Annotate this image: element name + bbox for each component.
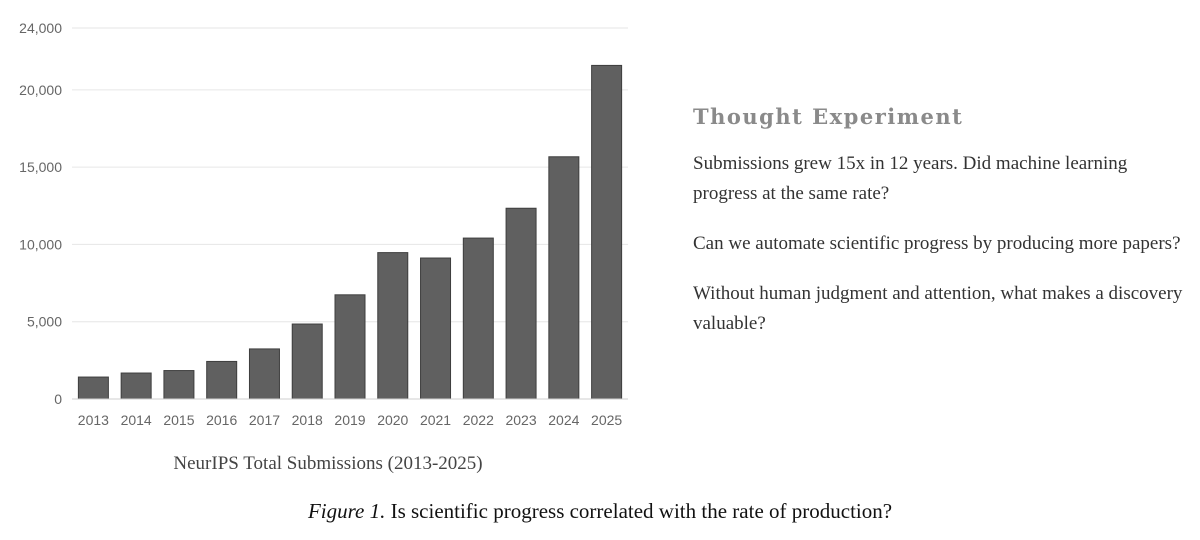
x-tick-label: 2013	[78, 412, 109, 428]
figure-caption-text: Is scientific progress correlated with t…	[390, 499, 893, 523]
x-tick-label: 2017	[249, 412, 280, 428]
bar	[591, 64, 623, 400]
bar	[377, 252, 409, 400]
bar	[206, 360, 238, 400]
bar	[505, 207, 537, 400]
y-tick-label: 15,000	[19, 159, 62, 175]
bar	[163, 370, 195, 400]
thought-paragraph-2: Can we automate scientific progress by p…	[693, 233, 1181, 254]
x-tick-label: 2016	[206, 412, 237, 428]
thought-experiment-panel: Thought Experiment Submissions grew 15x …	[693, 104, 1188, 359]
y-tick-label: 24,000	[19, 20, 62, 36]
x-tick-label: 2021	[420, 412, 451, 428]
figure-label: Figure 1.	[307, 499, 386, 523]
figure-caption: Figure 1. Is scientific progress correla…	[0, 499, 1200, 524]
x-tick-label: 2023	[505, 412, 536, 428]
bar	[248, 348, 280, 400]
bar	[548, 156, 580, 400]
thought-paragraph-3: Without human judgment and attention, wh…	[693, 283, 1183, 334]
y-tick-label: 5,000	[27, 314, 62, 330]
bar	[334, 294, 366, 400]
y-tick-label: 20,000	[19, 82, 62, 98]
x-tick-label: 2022	[463, 412, 494, 428]
x-axis-ticks: 2013 2014 2015 2016 2017 2018 2019 2020 2021 2022…	[78, 412, 623, 428]
bars	[77, 64, 623, 400]
bar	[462, 237, 494, 400]
x-tick-label: 2018	[292, 412, 323, 428]
y-tick-label: 0	[54, 391, 62, 407]
x-tick-label: 2024	[548, 412, 579, 428]
x-tick-label: 2015	[163, 412, 194, 428]
bar	[291, 323, 323, 400]
x-tick-label: 2025	[591, 412, 622, 428]
thought-paragraph-1: Submissions grew 15x in 12 years. Did ma…	[693, 153, 1128, 204]
x-tick-label: 2019	[334, 412, 365, 428]
y-axis-ticks: 0 5,000 10,000 15,000 20,000 24,000	[19, 20, 62, 407]
thought-experiment-title: Thought Experiment	[693, 104, 964, 129]
bar	[120, 372, 152, 400]
x-tick-label: 2014	[121, 412, 152, 428]
chart-title: NeurIPS Total Submissions (2013-2025)	[173, 453, 482, 474]
x-tick-label: 2020	[377, 412, 408, 428]
bar	[420, 257, 452, 400]
bar	[77, 376, 109, 400]
y-tick-label: 10,000	[19, 236, 62, 252]
bar-chart: 0 5,000 10,000 15,000 20,000 24,000 2013 2014 2…	[0, 0, 650, 490]
gridlines	[72, 27, 628, 323]
